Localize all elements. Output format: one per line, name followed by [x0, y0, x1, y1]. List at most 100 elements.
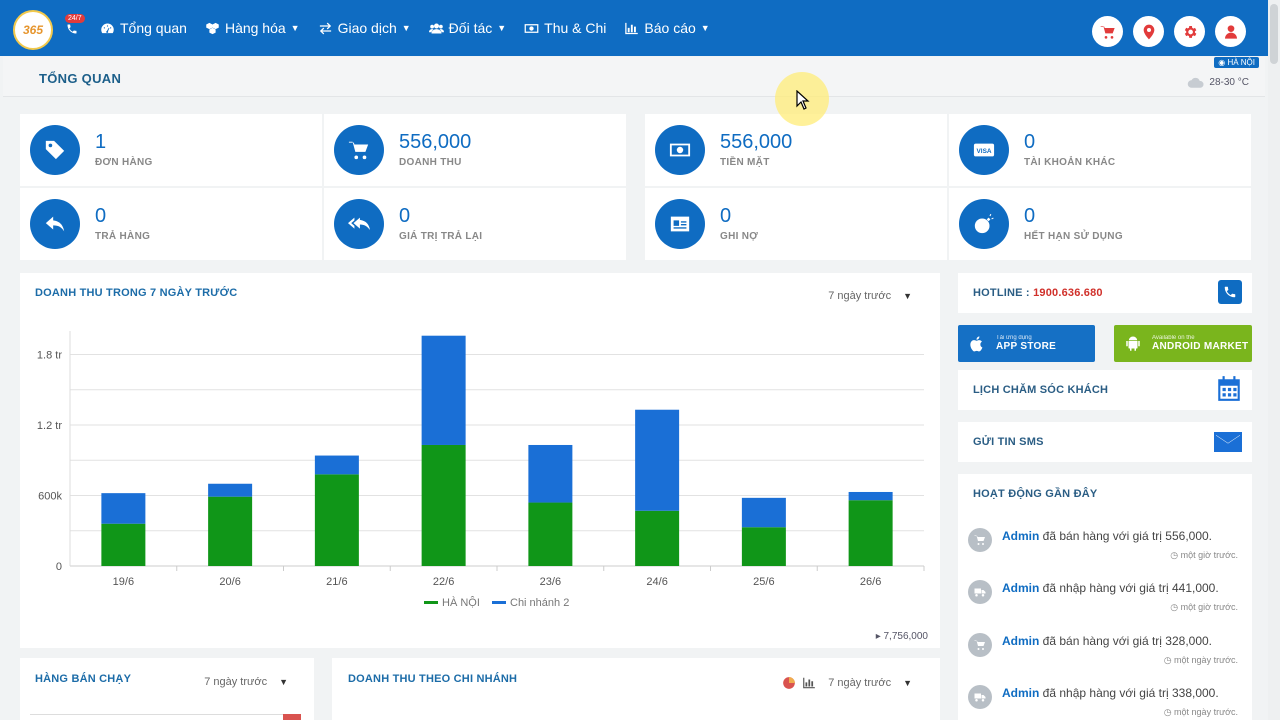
branch-panel-title: DOANH THU THEO CHI NHÁNH — [348, 673, 518, 685]
nav-tong-quan[interactable]: Tổng quan — [100, 20, 187, 36]
revenue-panel-title: DOANH THU TRONG 7 NGÀY TRƯỚC — [35, 287, 238, 299]
stat-tai-khoan-khac[interactable]: VISA 0 TÀI KHOẢN KHÁC — [949, 114, 1251, 186]
pie-chart-icon[interactable] — [782, 676, 796, 690]
activity-text: đã bán hàng với giá trị 556,000. — [1039, 529, 1213, 543]
bar-chi-nhánh-2 — [314, 455, 359, 475]
bar-hà-nội — [208, 496, 253, 566]
nav-label: Hàng hóa — [224, 20, 286, 36]
activity-message: Admin đã nhập hàng với giá trị 441,000. — [1002, 581, 1219, 595]
branch-range-dropdown[interactable]: 7 ngày trước ▼ — [782, 676, 912, 690]
exchange-icon — [319, 22, 331, 34]
top-navbar: 365 24/7 Tổng quan Hàng hóa ▼ Giao dịch ▼ … — [0, 0, 1280, 56]
x-tick-label: 19/6 — [113, 576, 134, 588]
bar-chi-nhánh-2 — [528, 444, 573, 503]
logo[interactable]: 365 — [13, 10, 53, 50]
stat-value: 0 — [1024, 205, 1036, 227]
users-icon — [428, 23, 444, 33]
stat-tra-hang[interactable]: 0 TRẢ HÀNG — [20, 188, 322, 260]
android-market-button[interactable]: Available on the ANDROID MARKET — [1114, 325, 1252, 362]
hotline-box[interactable]: HOTLINE : 1900.636.680 — [958, 273, 1252, 313]
range-value: 7 ngày trước — [828, 677, 892, 689]
user-button[interactable] — [1215, 16, 1246, 47]
settings-button[interactable] — [1174, 16, 1205, 47]
stat-gia-tri-tra-lai[interactable]: 0 GIÁ TRỊ TRẢ LẠI — [324, 188, 626, 260]
nav-giao-dich[interactable]: Giao dịch ▼ — [318, 20, 411, 36]
scrollbar[interactable] — [1268, 0, 1280, 720]
total-value: 7,756,000 — [883, 631, 929, 642]
activity-user[interactable]: Admin — [1002, 581, 1040, 595]
activity-user[interactable]: Admin — [1002, 634, 1040, 648]
location-tag[interactable]: ◉ HÀ NỘI — [1214, 57, 1259, 68]
calendar-label: LỊCH CHĂM SÓC KHÁCH — [973, 384, 1109, 396]
stat-doanh-thu[interactable]: 556,000 DOANH THU — [324, 114, 626, 186]
stat-value: 1 — [95, 131, 107, 153]
x-tick-label: 26/6 — [860, 576, 881, 588]
activity-message: Admin đã bán hàng với giá trị 556,000. — [1002, 529, 1212, 543]
stat-value: 0 — [399, 205, 411, 227]
activity-text: đã nhập hàng với giá trị 338,000. — [1039, 686, 1219, 700]
nav-hang-hoa[interactable]: Hàng hóa ▼ — [205, 20, 300, 36]
chevron-down-icon: ▼ — [903, 678, 912, 688]
main-menu: Tổng quan Hàng hóa ▼ Giao dịch ▼ Đối tác ▼ … — [100, 0, 710, 56]
stat-label: ĐƠN HÀNG — [95, 157, 153, 168]
activity-user[interactable]: Admin — [1002, 529, 1040, 543]
customer-care-schedule[interactable]: LỊCH CHĂM SÓC KHÁCH — [958, 370, 1252, 410]
time-ago: một ngày trước. — [1174, 655, 1238, 665]
cubes-icon — [206, 22, 219, 34]
bar-chi-nhánh-2 — [741, 497, 786, 528]
stat-value: 556,000 — [720, 131, 793, 153]
phone-icon — [1218, 280, 1242, 304]
stat-ghi-no[interactable]: 0 GHI NỢ — [645, 188, 947, 260]
stat-value: 0 — [1024, 131, 1036, 153]
legend-swatch — [492, 601, 506, 604]
stat-don-hang[interactable]: 1 ĐƠN HÀNG — [20, 114, 322, 186]
truck-icon — [968, 580, 992, 604]
nav-bao-cao[interactable]: Báo cáo ▼ — [624, 20, 710, 36]
tag-icon — [30, 125, 80, 175]
revenue-range-dropdown[interactable]: 7 ngày trước ▼ — [828, 290, 912, 302]
chevron-down-icon: ▼ — [290, 23, 300, 33]
svg-text:VISA: VISA — [977, 148, 992, 155]
weather-text: 28-30 °C — [1209, 77, 1249, 88]
bar-hà-nội — [635, 510, 680, 566]
cart-icon — [968, 528, 992, 552]
app-store-button[interactable]: Tải ứng dụng APP STORE — [958, 325, 1095, 362]
nav-doi-tac[interactable]: Đối tác ▼ — [428, 20, 507, 36]
chevron-down-icon: ▼ — [497, 23, 507, 33]
location-button[interactable] — [1133, 16, 1164, 47]
nav-thu-chi[interactable]: Thu & Chi — [524, 20, 606, 36]
envelope-icon — [1214, 432, 1242, 452]
phone-icon[interactable] — [66, 22, 78, 38]
activity-text: đã bán hàng với giá trị 328,000. — [1039, 634, 1213, 648]
time-ago: một ngày trước. — [1174, 707, 1238, 717]
legend-swatch — [424, 601, 438, 604]
activity-time: ◷ một ngày trước. — [1163, 655, 1238, 665]
y-tick-label: 0 — [56, 561, 62, 573]
bestseller-range-dropdown[interactable]: 7 ngày trước ▼ — [204, 676, 288, 688]
stat-value: 0 — [720, 205, 732, 227]
bar-chart-icon[interactable] — [802, 676, 816, 690]
money-icon — [524, 23, 539, 33]
calendar-icon — [1218, 376, 1240, 401]
activity-message: Admin đã nhập hàng với giá trị 338,000. — [1002, 686, 1219, 700]
gear-icon — [1184, 25, 1196, 38]
stat-het-han[interactable]: 0 HẾT HẠN SỬ DỤNG — [949, 188, 1251, 260]
hotline-text: HOTLINE : 1900.636.680 — [973, 287, 1103, 299]
stat-label: GHI NỢ — [720, 231, 759, 242]
scrollbar-thumb[interactable] — [1270, 4, 1278, 64]
revenue-chart-panel: DOANH THU TRONG 7 NGÀY TRƯỚC 7 ngày trướ… — [20, 273, 940, 648]
page-header: TỔNG QUAN ◉ HÀ NỘI 28-30 °C — [3, 57, 1265, 97]
activity-user[interactable]: Admin — [1002, 686, 1040, 700]
activity-time: ◷ một giờ trước. — [1170, 602, 1238, 612]
appstore-small-text: Tải ứng dụng — [996, 335, 1032, 341]
stat-tien-mat[interactable]: 556,000 TIỀN MẶT — [645, 114, 947, 186]
cart-button[interactable] — [1092, 16, 1123, 47]
truck-icon — [968, 685, 992, 709]
send-sms[interactable]: GỬI TIN SMS — [958, 422, 1252, 462]
time-ago: một giờ trước. — [1180, 550, 1238, 560]
stat-label: TÀI KHOẢN KHÁC — [1024, 157, 1116, 168]
bar-chi-nhánh-2 — [421, 335, 466, 445]
visa-icon: VISA — [959, 125, 1009, 175]
android-small-text: Available on the — [1152, 335, 1195, 341]
bar-hà-nội — [314, 474, 359, 566]
